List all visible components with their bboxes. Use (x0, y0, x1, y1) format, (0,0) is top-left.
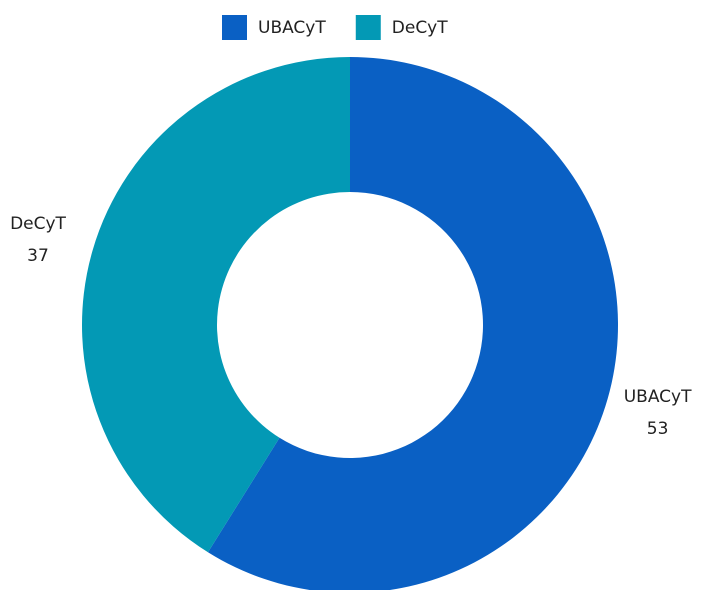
legend-label: UBACyT (258, 18, 326, 38)
slice-label: DeCyT (10, 214, 66, 234)
slice-label: UBACyT (624, 387, 692, 407)
slice-value: 37 (27, 246, 49, 266)
slice-value: 53 (647, 419, 669, 439)
legend-swatch (222, 15, 247, 40)
donut-slice (207, 57, 619, 590)
legend-swatch (355, 15, 381, 40)
donut-slice (81, 57, 350, 553)
legend-label: DeCyT (392, 18, 448, 38)
